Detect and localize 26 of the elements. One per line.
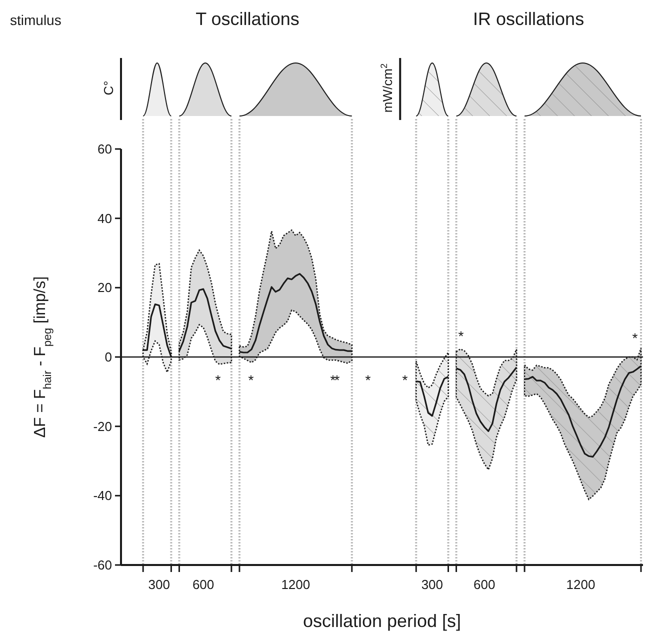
text: T oscillations	[196, 9, 300, 29]
annotation: *	[458, 328, 464, 344]
text: C°	[101, 80, 116, 96]
y-tick-label: -60	[93, 558, 112, 572]
text: stimulus	[10, 12, 62, 28]
x-tick-label: 600	[474, 577, 496, 592]
annotation: *	[334, 372, 340, 388]
y-tick-label: 60	[98, 142, 112, 156]
y-tick-label: -40	[93, 488, 112, 504]
annotation: *	[215, 372, 222, 388]
y-tick-label: 20	[98, 280, 112, 296]
x-tick-label: 1200	[566, 577, 596, 592]
annotation: *	[365, 372, 372, 388]
y-tick-label: -20	[93, 418, 112, 434]
x-tick-label: 300	[421, 577, 444, 592]
x-tick-label: 600	[192, 577, 214, 592]
annotation: *	[330, 372, 336, 388]
x-axis-title: oscillation period [s]	[302, 611, 462, 631]
x-tick-label: 1200	[281, 577, 310, 592]
x-tick-label: 300	[148, 577, 170, 592]
text: IR oscillations	[473, 9, 584, 29]
y-tick-label: 40	[98, 210, 112, 226]
annotation: *	[402, 372, 408, 388]
annotation: *	[632, 330, 638, 346]
y-tick-label: 0	[104, 350, 112, 364]
annotation: *	[248, 372, 254, 388]
